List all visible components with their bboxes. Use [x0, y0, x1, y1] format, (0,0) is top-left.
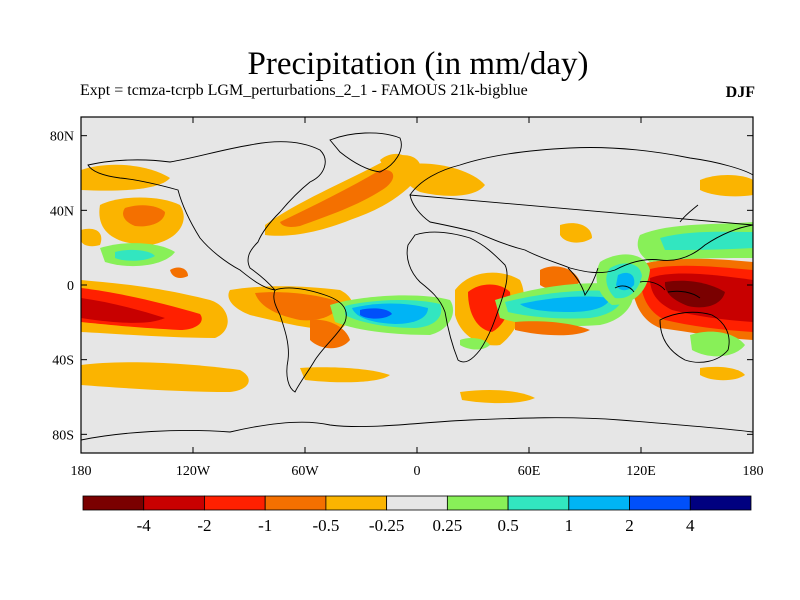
- coast-south-america: [273, 287, 347, 393]
- coastlines: [81, 132, 753, 441]
- anomaly-epac-teal: [115, 249, 155, 261]
- colorbar-label: -2: [197, 516, 211, 535]
- coast-eurasia: [409, 147, 753, 274]
- lat-tick-label: 80S: [52, 428, 74, 443]
- colorbar: -4 -2 -1 -0.5 -0.25 0.25 0.5 1 2 4: [82, 495, 752, 535]
- coast-antarctica: [81, 417, 753, 441]
- anomaly-indian-core: [520, 296, 610, 312]
- colorbar-swatch: [204, 495, 266, 511]
- anomaly-cpac-core: [81, 298, 165, 323]
- anomaly-indian-south: [515, 321, 590, 336]
- anomaly-southern-ocean-1: [81, 362, 249, 392]
- experiment-subtitle: Expt = tcmza-tcrpb LGM_perturbations_2_1…: [80, 82, 528, 99]
- lat-tick-label: 40N: [50, 204, 74, 219]
- coast-japan: [679, 204, 699, 223]
- colorbar-label: 0.25: [432, 516, 462, 535]
- anomaly-natl-core: [280, 169, 394, 227]
- chart-title: Precipitation (in mm/day): [247, 46, 589, 82]
- lon-tick-label: 60W: [291, 464, 319, 479]
- coast-north-america: [87, 141, 326, 291]
- anomaly-aus-wet: [690, 331, 745, 357]
- coast-india: [567, 267, 599, 297]
- coast-africa: [406, 231, 508, 363]
- colorbar-label: -1: [258, 516, 272, 535]
- lon-tick-label: 120W: [176, 464, 211, 479]
- anomaly-eafrica-core: [468, 284, 511, 332]
- anomaly-layer: [81, 153, 753, 404]
- anomaly-brazil-south: [310, 319, 350, 349]
- anomaly-easia-teal: [660, 231, 753, 250]
- anomaly-southern-ocean-4: [700, 366, 745, 381]
- coast-indonesia: [614, 281, 701, 299]
- coast-australia: [659, 311, 730, 363]
- colorbar-swatch: [689, 495, 752, 511]
- colorbar-label: 2: [625, 516, 634, 535]
- anomaly-southern-ocean-3: [460, 390, 535, 404]
- season-label: DJF: [725, 84, 755, 101]
- anomaly-canada: [81, 228, 102, 247]
- colorbar-label: -4: [137, 516, 152, 535]
- anomaly-samerica-core: [255, 292, 340, 321]
- lon-tick-label: 60E: [518, 464, 541, 479]
- lon-tick-label: 120E: [626, 464, 656, 479]
- anomaly-europe: [403, 163, 485, 196]
- lon-tick-label: 180: [71, 464, 92, 479]
- colorbar-swatch: [446, 495, 509, 511]
- colorbar-swatch: [143, 495, 205, 511]
- anomaly-wpac-darkest: [664, 280, 725, 308]
- colorbar-swatch: [386, 495, 448, 511]
- colorbar-label: 4: [686, 516, 695, 535]
- longitude-axis: 180 120W 60W 0 60E 120E 180: [71, 117, 764, 479]
- colorbar-label: -0.25: [369, 516, 404, 535]
- colorbar-label: 1: [565, 516, 574, 535]
- anomaly-npac-core: [123, 205, 165, 227]
- anomaly-nafrica-orange: [560, 223, 592, 243]
- colorbar-swatch: [568, 495, 630, 511]
- colorbar-swatch: [629, 495, 691, 511]
- anomaly-arabia: [540, 266, 580, 290]
- lat-tick-label: 80N: [50, 130, 74, 145]
- colorbar-label: 0.5: [497, 516, 518, 535]
- colorbar-swatch: [82, 495, 145, 511]
- anomaly-tatl-core: [360, 308, 392, 319]
- anomaly-southern-ocean-2: [300, 367, 390, 383]
- latitude-axis: 80N 40N 0 40S 80S: [50, 130, 753, 443]
- lon-tick-label: 180: [743, 464, 764, 479]
- colorbar-swatch: [264, 495, 327, 511]
- anomaly-arctic-east: [700, 175, 753, 197]
- anomaly-npac-north: [81, 164, 170, 191]
- colorbar-swatch: [507, 495, 570, 511]
- anomaly-npac-small: [170, 267, 188, 278]
- colorbar-swatch: [325, 495, 388, 511]
- coast-greenland: [329, 132, 402, 173]
- lon-tick-label: 0: [414, 464, 421, 479]
- lat-tick-label: 0: [67, 279, 74, 294]
- lat-tick-label: 40S: [52, 354, 74, 369]
- colorbar-label: -0.5: [312, 516, 339, 535]
